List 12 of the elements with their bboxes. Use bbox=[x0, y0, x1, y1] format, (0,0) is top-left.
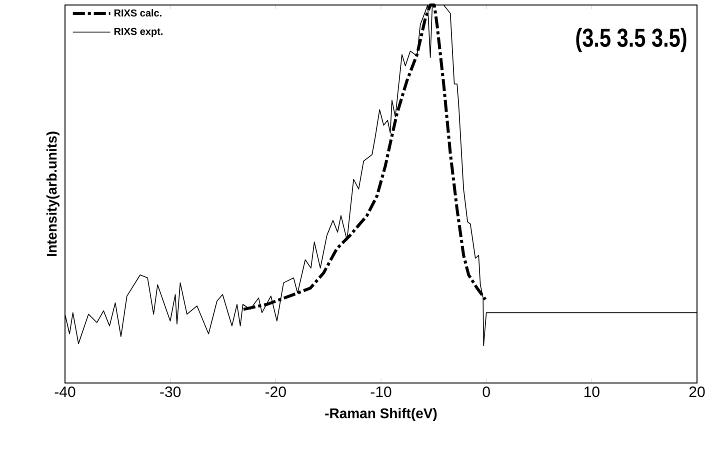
legend-label: RIXS calc. bbox=[114, 9, 162, 17]
x-tick-label: 10 bbox=[584, 386, 600, 398]
x-tick-label: -40 bbox=[54, 386, 76, 398]
y-axis-title: Intensity(arb.units) bbox=[46, 132, 60, 256]
x-tick-label: -10 bbox=[370, 386, 392, 398]
x-axis-title: -Raman Shift(eV) bbox=[325, 408, 437, 422]
legend-label: RIXS expt. bbox=[114, 28, 163, 37]
x-tick-label: -30 bbox=[160, 386, 181, 398]
annotation: (3.5 3.5 3.5) bbox=[576, 28, 686, 52]
x-tick-label: 20 bbox=[689, 386, 705, 398]
x-tick-label: 0 bbox=[482, 386, 490, 398]
x-tick-label: -20 bbox=[266, 386, 286, 398]
